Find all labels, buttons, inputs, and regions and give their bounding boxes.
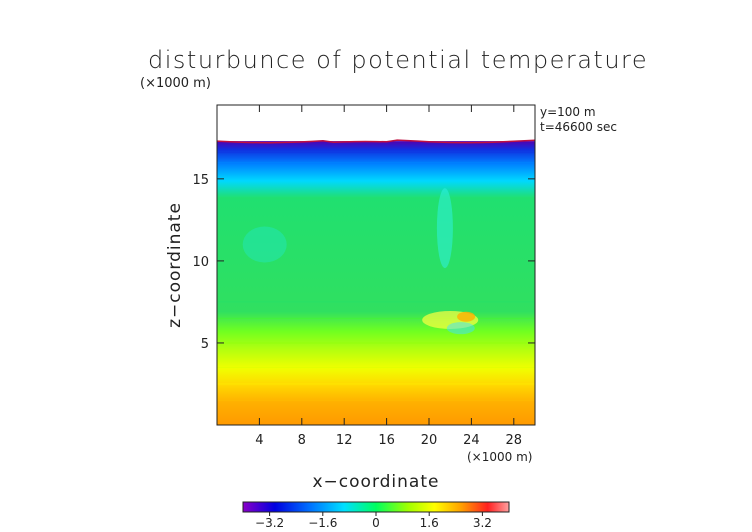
field-anomaly bbox=[457, 311, 476, 322]
x-tick-label: 8 bbox=[298, 433, 306, 448]
axis-unit-label: (×1000 m) bbox=[140, 76, 211, 91]
colorbar-tick-label: 1.6 bbox=[420, 516, 439, 530]
field-anomaly bbox=[436, 188, 453, 269]
annotation-y-position: y=100 m bbox=[540, 105, 596, 119]
plot-frame bbox=[216, 104, 536, 426]
x-tick-label: 20 bbox=[421, 433, 438, 448]
annotation-time: t=46600 sec bbox=[540, 120, 617, 134]
y-tick-label: 10 bbox=[192, 255, 209, 270]
x-axis-label: x−coordinate bbox=[313, 472, 440, 492]
y-tick-label: 5 bbox=[201, 337, 209, 352]
x-tick-label: 12 bbox=[336, 433, 353, 448]
x-axis-unit-label: (×1000 m) bbox=[467, 450, 532, 464]
domain-top-edge bbox=[217, 139, 535, 144]
colorbar-tick-label: 3.2 bbox=[473, 516, 492, 530]
x-tick-label: 4 bbox=[255, 433, 263, 448]
heatmap-field bbox=[217, 139, 535, 425]
x-tick-label: 28 bbox=[506, 433, 523, 448]
x-tick-label: 16 bbox=[378, 433, 395, 448]
field-anomaly bbox=[242, 226, 287, 263]
colorbar-tick-label: 0 bbox=[372, 516, 380, 530]
chart-title: disturbunce of potential temperature bbox=[148, 46, 649, 74]
y-axis: 5 10 15 bbox=[192, 173, 535, 352]
colorbar-tick-label: −3.2 bbox=[255, 516, 284, 530]
x-tick-label: 24 bbox=[463, 433, 480, 448]
colorbar-tick-label: −1.6 bbox=[308, 516, 337, 530]
x-axis: 4 8 12 16 20 24 28 bbox=[255, 105, 522, 448]
y-axis-label: z−coordinate bbox=[165, 202, 185, 328]
field-anomaly bbox=[446, 322, 475, 335]
field-fill bbox=[217, 141, 535, 425]
colorbar bbox=[242, 501, 510, 513]
colorbar-ticks: −3.2 −1.6 0 1.6 3.2 bbox=[255, 512, 492, 530]
y-tick-label: 15 bbox=[192, 173, 209, 188]
